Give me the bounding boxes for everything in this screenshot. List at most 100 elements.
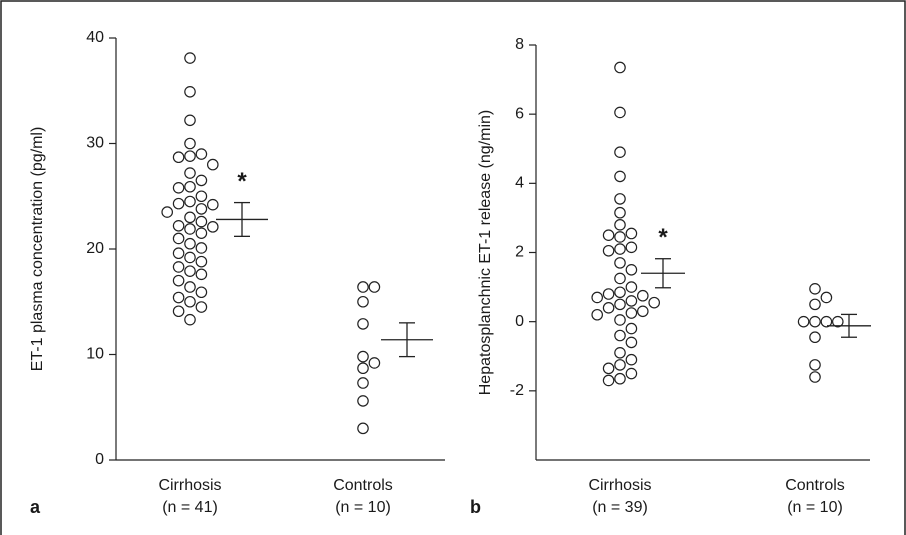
data-point	[591, 308, 603, 321]
data-point	[797, 315, 810, 328]
data-point	[625, 353, 638, 366]
panel-label: b	[470, 497, 481, 517]
y-tick-label: 30	[86, 135, 104, 152]
data-point	[357, 295, 369, 308]
data-point	[184, 180, 196, 193]
data-point	[636, 289, 649, 302]
data-point	[207, 221, 219, 233]
data-point	[195, 301, 208, 313]
data-point	[184, 223, 196, 235]
data-point	[184, 137, 196, 150]
data-point	[172, 232, 185, 245]
data-point	[614, 243, 626, 255]
data-point	[207, 198, 219, 211]
data-point	[357, 350, 369, 363]
data-point	[820, 315, 833, 328]
data-point	[357, 395, 369, 407]
data-point	[614, 146, 626, 159]
data-point	[614, 231, 626, 243]
data-point	[614, 329, 626, 342]
data-point	[614, 206, 626, 219]
data-point	[809, 331, 821, 344]
y-tick-label: 0	[515, 313, 524, 330]
data-point	[625, 336, 638, 349]
data-point	[357, 377, 369, 389]
data-point	[625, 263, 638, 276]
data-point	[184, 251, 196, 264]
data-point	[195, 215, 208, 228]
data-point	[195, 242, 208, 254]
data-point	[195, 227, 208, 239]
y-tick-label: 40	[86, 29, 104, 46]
data-point	[195, 148, 208, 160]
x-tick-label: Controls	[333, 477, 393, 494]
data-point	[614, 286, 626, 299]
data-point	[625, 322, 638, 335]
x-tick-note: (n = 41)	[162, 499, 218, 516]
data-point	[625, 307, 638, 319]
data-point	[636, 305, 649, 318]
y-tick-label: 2	[515, 244, 524, 261]
data-point	[184, 295, 196, 308]
data-point	[184, 313, 196, 326]
data-point	[614, 106, 626, 119]
significance-marker: *	[237, 168, 247, 195]
panel-label: a	[30, 497, 41, 517]
data-point	[357, 318, 369, 330]
data-point	[184, 195, 196, 208]
data-point	[809, 298, 821, 311]
data-point	[172, 151, 185, 164]
y-axis-label: Hepatosplanchnic ET-1 release (ng/min)	[477, 110, 494, 395]
data-point	[602, 229, 615, 242]
data-point	[368, 281, 381, 293]
data-point	[195, 174, 208, 187]
data-point	[184, 86, 196, 98]
data-point	[809, 283, 821, 295]
y-axis-label: ET-1 plasma concentration (pg/ml)	[29, 127, 46, 372]
x-tick-note: (n = 39)	[592, 499, 648, 516]
y-tick-label: 10	[86, 346, 104, 363]
data-point	[172, 274, 185, 287]
data-point	[602, 362, 615, 375]
data-point	[614, 193, 626, 205]
y-tick-label: 4	[515, 175, 524, 192]
data-point	[195, 190, 208, 203]
x-tick-note: (n = 10)	[787, 499, 843, 516]
data-point	[648, 296, 660, 309]
data-point	[614, 298, 626, 311]
x-tick-note: (n = 10)	[335, 499, 391, 516]
data-point	[614, 372, 626, 385]
data-point	[614, 359, 626, 371]
data-point	[195, 203, 208, 215]
data-point	[625, 241, 638, 254]
data-point	[614, 272, 626, 285]
data-point	[161, 206, 173, 218]
data-point	[614, 346, 626, 359]
data-point	[207, 158, 219, 171]
data-point	[368, 357, 381, 369]
data-point	[195, 286, 208, 299]
data-point	[614, 314, 626, 326]
data-point	[614, 257, 626, 269]
y-tick-label: 0	[95, 451, 104, 468]
data-point	[184, 167, 196, 179]
x-tick-label: Controls	[785, 477, 845, 494]
data-point	[357, 422, 369, 435]
data-point	[357, 281, 369, 293]
data-point	[195, 255, 208, 268]
y-tick-label: -2	[510, 382, 524, 399]
x-tick-label: Cirrhosis	[588, 477, 651, 494]
data-point	[831, 315, 844, 328]
data-point	[625, 295, 638, 307]
y-tick-label: 20	[86, 240, 104, 257]
data-point	[184, 265, 196, 277]
significance-marker: *	[658, 224, 668, 251]
data-point	[172, 182, 185, 194]
data-point	[809, 359, 821, 371]
data-point	[809, 315, 821, 328]
data-point	[614, 219, 626, 231]
y-tick-label: 6	[515, 105, 524, 122]
